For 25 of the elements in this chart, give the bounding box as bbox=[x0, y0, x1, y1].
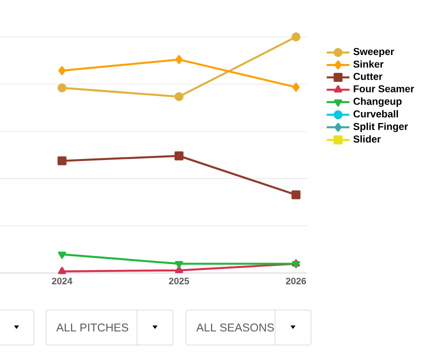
x-tick-label: 2025 bbox=[168, 278, 190, 284]
legend-label: Sinker bbox=[353, 60, 384, 68]
legend-label: Changeup bbox=[354, 98, 402, 107]
point bbox=[175, 55, 183, 64]
point bbox=[292, 32, 300, 42]
point bbox=[58, 83, 66, 92]
legend-label: Slider bbox=[353, 135, 381, 143]
legend-label: Split Finger bbox=[353, 122, 408, 132]
point bbox=[58, 252, 66, 259]
legend-label: Curveball bbox=[354, 110, 398, 118]
point bbox=[175, 261, 184, 268]
point bbox=[174, 92, 184, 102]
point bbox=[58, 66, 66, 76]
legend-label: Sweeper bbox=[353, 48, 394, 58]
text: ALL SEASONS bbox=[196, 323, 274, 332]
x-tick-label: 2024 bbox=[52, 278, 72, 284]
point bbox=[174, 151, 184, 160]
point bbox=[58, 266, 66, 274]
x-tick-label: 2026 bbox=[286, 278, 306, 284]
legend-label: Cutter bbox=[354, 72, 382, 80]
point bbox=[292, 82, 300, 92]
text: ALL PITCHES bbox=[56, 323, 128, 332]
point bbox=[58, 156, 66, 166]
legend-label: Four Seamer bbox=[354, 85, 414, 92]
point bbox=[292, 190, 300, 200]
